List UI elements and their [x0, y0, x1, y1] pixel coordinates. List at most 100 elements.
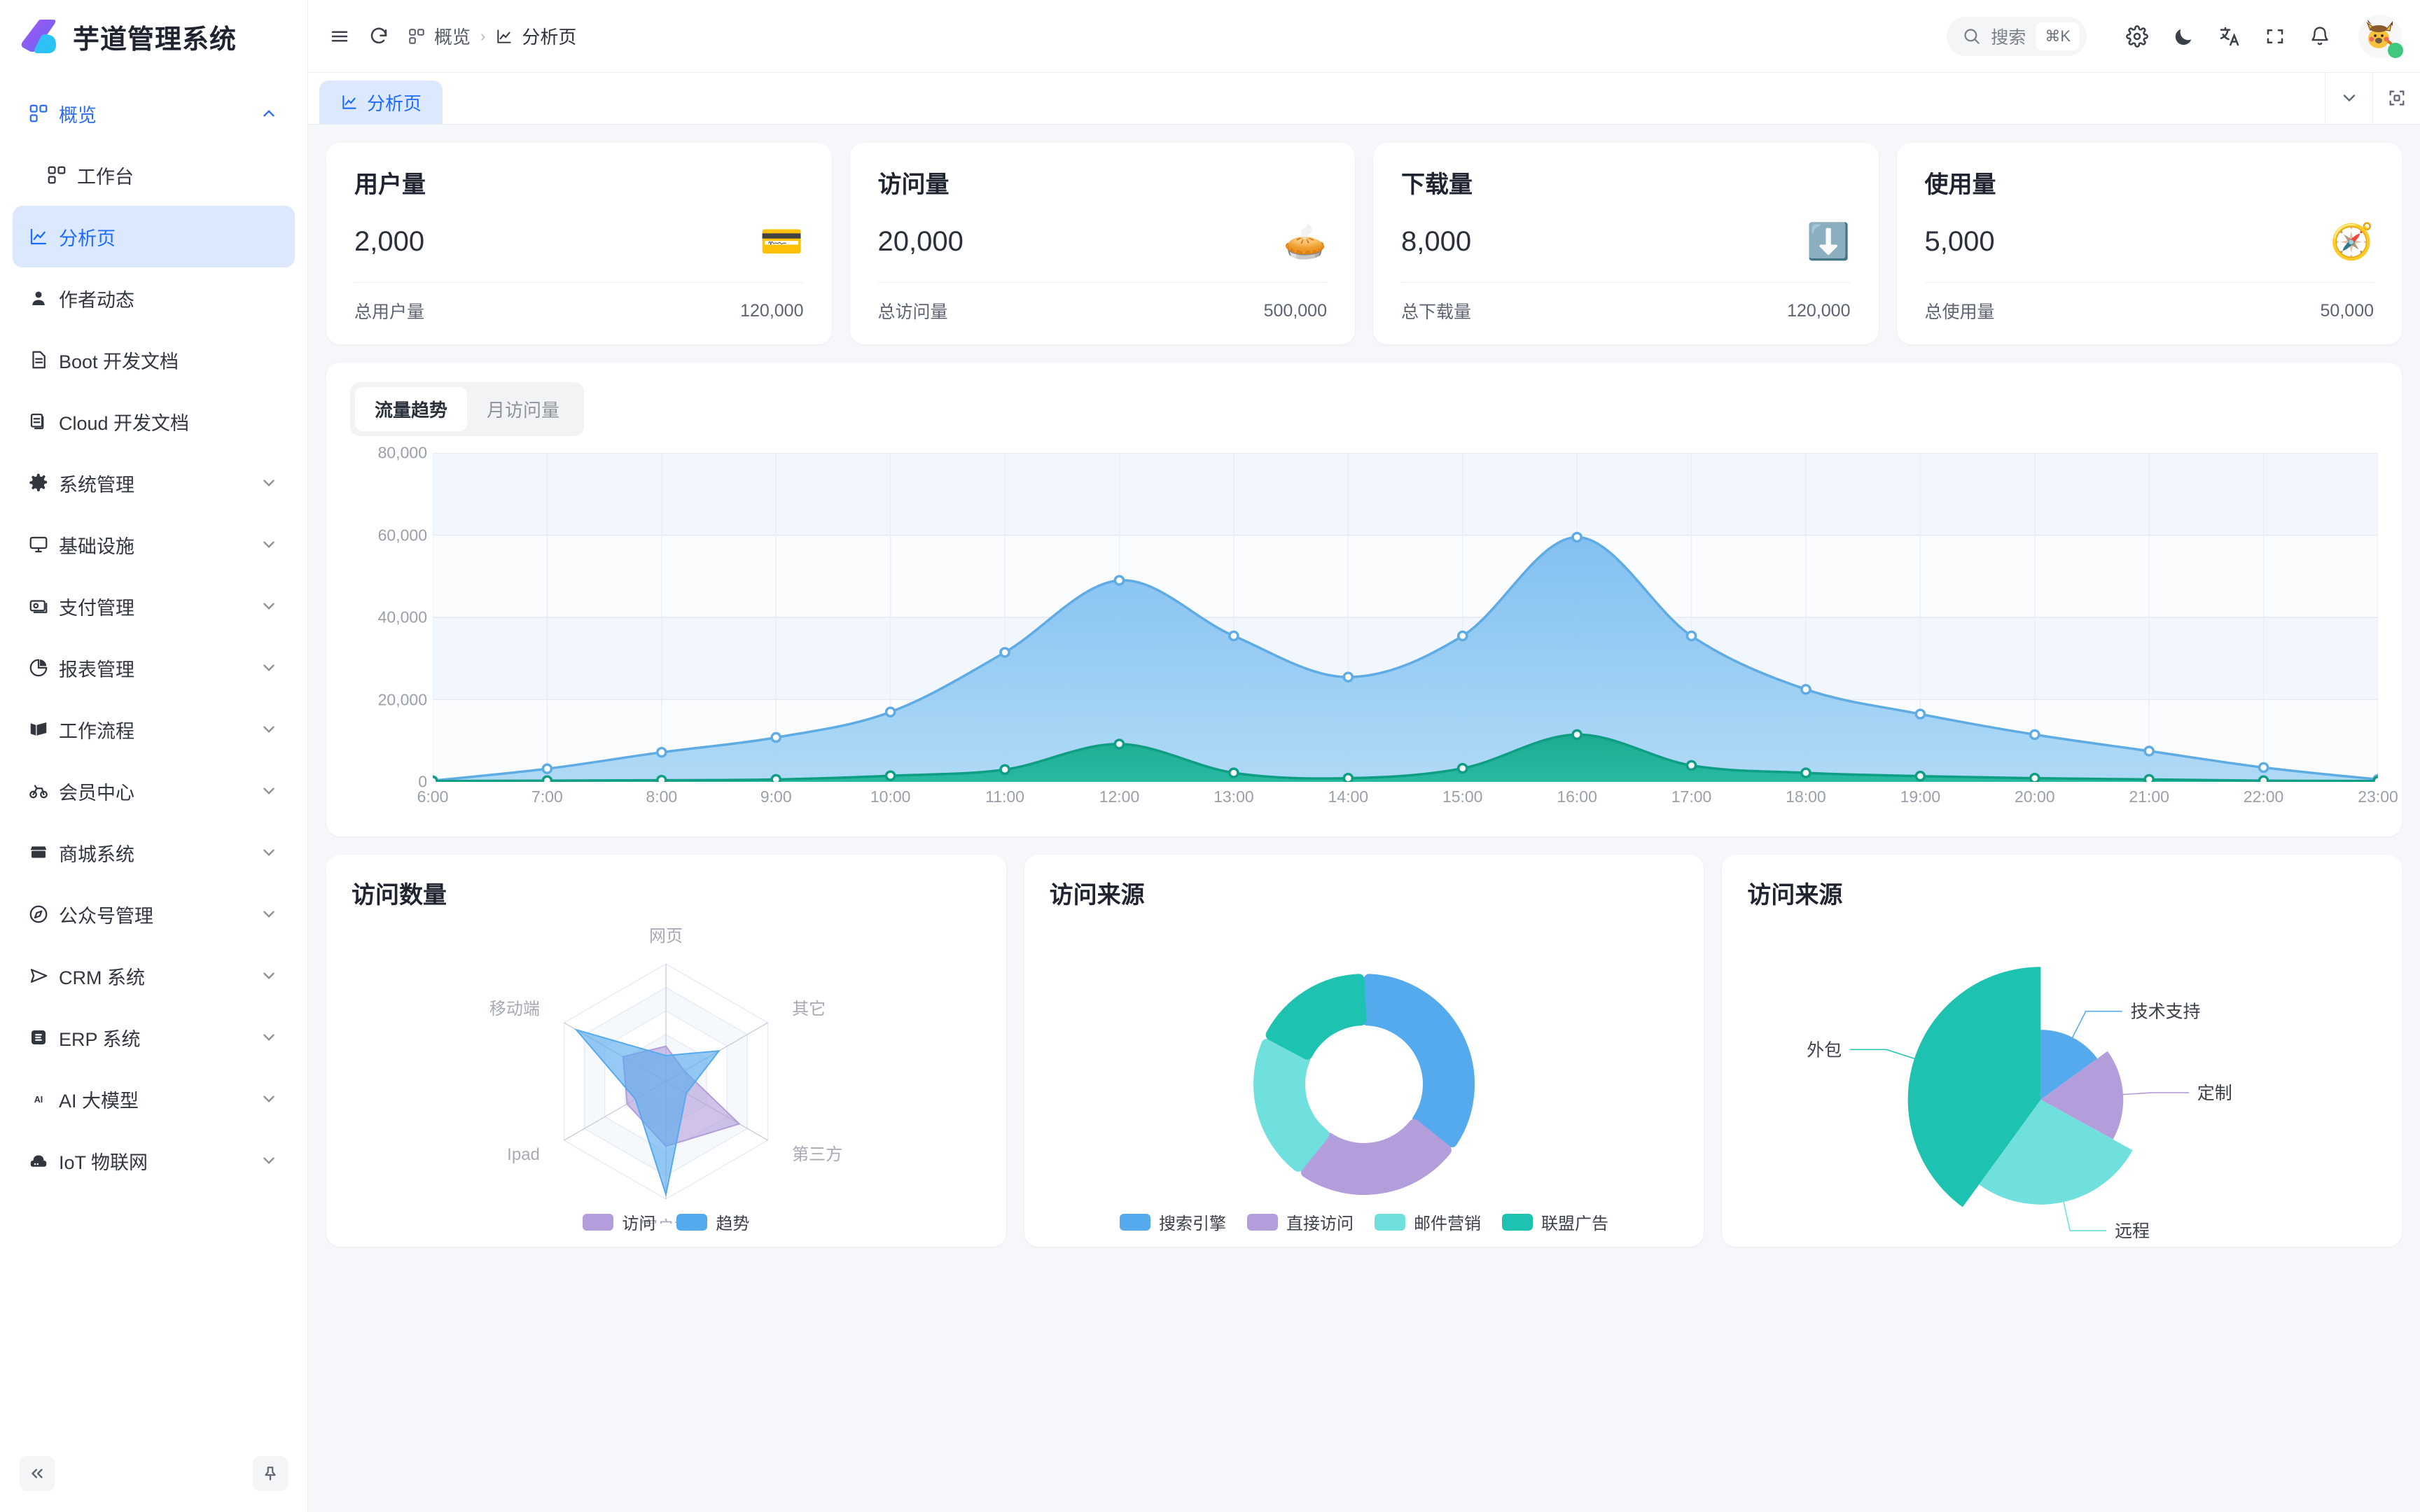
trend-card: 流量趋势 月访问量 0 20,000 40,000 60,000 80,000 6:00…	[326, 363, 2402, 836]
trend-chart: 0 20,000 40,000 60,000 80,000 6:00 7:00 8:00 9:…	[350, 444, 2398, 824]
grid-icon	[28, 103, 59, 124]
sidebar-item-label: 会员中心	[59, 782, 134, 804]
sidebar-item-9[interactable]: 报表管理	[13, 637, 295, 699]
ai-icon: AI	[28, 1088, 59, 1110]
fullscreen-icon[interactable]	[2265, 26, 2286, 47]
tab-analytics[interactable]: 分析页	[319, 80, 443, 124]
avatar[interactable]	[2358, 14, 2403, 58]
sidebar-item-label: 商城系统	[59, 844, 134, 865]
legend-item[interactable]: 联盟广告	[1502, 1210, 1608, 1234]
legend-item[interactable]: 访问	[583, 1210, 655, 1234]
search-shortcut: ⌘K	[2036, 22, 2080, 50]
chevron-down-icon[interactable]	[2325, 72, 2372, 124]
header-tools	[2126, 14, 2403, 58]
expand-content-icon[interactable]	[2372, 72, 2420, 124]
x-tick-label: 12:00	[1099, 788, 1140, 806]
stat-value: 20,000	[877, 225, 964, 257]
x-tick-label: 21:00	[2129, 788, 2169, 806]
trend-tab-flow[interactable]: 流量趋势	[355, 387, 468, 431]
bottom-chart-row: 访问数量 网页其它第三方客户端 Ipad 移动端 访问 趋势 访问来源 搜索引擎 直接访…	[326, 855, 2402, 1247]
sidebar-item-8[interactable]: 支付管理	[13, 575, 295, 637]
sidebar-item-label: 报表管理	[59, 659, 134, 680]
search-input[interactable]: 搜索 ⌘K	[1947, 16, 2087, 56]
stat-value: 8,000	[1401, 225, 1472, 257]
search-icon	[1962, 27, 1981, 46]
x-tick-label: 10:00	[870, 788, 911, 806]
sidebar-item-0[interactable]: 概览	[13, 83, 295, 144]
moon-icon[interactable]	[2172, 25, 2195, 48]
y-tick-label: 80,000	[377, 443, 427, 462]
y-tick-label: 0	[418, 772, 427, 791]
x-tick-label: 17:00	[1671, 788, 1712, 806]
radar-title: 访问数量	[352, 882, 447, 909]
pin-icon[interactable]	[253, 1456, 288, 1491]
donut-title: 访问来源	[1049, 882, 1145, 909]
x-tick-label: 22:00	[2243, 788, 2284, 806]
sidebar-item-1[interactable]: 工作台	[13, 144, 295, 206]
breadcrumb-parent[interactable]: 概览	[408, 23, 471, 49]
sidebar-item-15[interactable]: ERP 系统	[13, 1007, 295, 1068]
translate-icon[interactable]	[2218, 25, 2241, 48]
sidebar-item-2[interactable]: 分析页	[13, 206, 295, 267]
hamburger-icon[interactable]	[329, 26, 350, 47]
sidebar-item-3[interactable]: 作者动态	[13, 267, 295, 329]
trend-tab-monthly[interactable]: 月访问量	[487, 400, 560, 421]
stat-card-3: 使用量 5,000 🧭 总使用量 50,000	[1896, 143, 2402, 344]
sidebar-item-16[interactable]: AI AI 大模型	[13, 1068, 295, 1130]
legend-item[interactable]: 邮件营销	[1375, 1210, 1481, 1234]
brand-logo[interactable]: 芋道管理系统	[0, 0, 307, 73]
rose-chart[interactable]: 技术支持 定制 远程 外包	[1747, 914, 2377, 1243]
stat-foot-value: 50,000	[2320, 300, 2374, 321]
chevrons-left-icon[interactable]	[20, 1456, 55, 1491]
sidebar-item-10[interactable]: 工作流程	[13, 699, 295, 760]
breadcrumb-parent-label: 概览	[434, 27, 471, 48]
legend-item[interactable]: 趋势	[676, 1210, 749, 1234]
x-tick-label: 9:00	[760, 788, 792, 806]
sidebar-item-14[interactable]: CRM 系统	[13, 945, 295, 1007]
breadcrumb: 概览 › 分析页	[408, 23, 576, 49]
documents-icon	[28, 411, 59, 432]
analytics-icon	[495, 27, 513, 46]
trend-plot	[433, 453, 2378, 782]
sidebar-item-label: 概览	[59, 104, 97, 126]
sidebar-item-7[interactable]: 基础设施	[13, 514, 295, 575]
sidebar-item-6[interactable]: 系统管理	[13, 452, 295, 514]
sidebar-item-17[interactable]: IoT 物联网	[13, 1130, 295, 1191]
donut-chart[interactable]	[1050, 923, 1679, 1224]
rose-title: 访问来源	[1747, 882, 1843, 909]
sidebar-item-5[interactable]: Cloud 开发文档	[13, 391, 295, 452]
radar-chart[interactable]: 网页其它第三方客户端 Ipad 移动端	[352, 923, 981, 1224]
sidebar-item-label: 公众号管理	[59, 905, 153, 927]
legend-item[interactable]: 搜索引擎	[1120, 1210, 1226, 1234]
sidebar-item-label: 作者动态	[59, 289, 134, 311]
sidebar-item-4[interactable]: Boot 开发文档	[13, 329, 295, 391]
legend-swatch	[1502, 1213, 1533, 1231]
x-tick-label: 18:00	[1786, 788, 1826, 806]
tabbar-actions	[2325, 72, 2420, 124]
tab-label: 分析页	[367, 92, 422, 114]
legend-swatch	[1375, 1213, 1405, 1231]
sidebar-item-12[interactable]: 商城系统	[13, 822, 295, 883]
sidebar-item-label: 系统管理	[59, 474, 134, 496]
x-tick-label: 20:00	[2014, 788, 2055, 806]
svg-text:其它: 其它	[792, 1000, 826, 1018]
iot-icon	[28, 1150, 59, 1171]
sidebar-item-11[interactable]: 会员中心	[13, 760, 295, 822]
document-icon	[28, 349, 59, 370]
sidebar-item-13[interactable]: 公众号管理	[13, 883, 295, 945]
search-placeholder: 搜索	[1991, 27, 2026, 48]
refresh-icon[interactable]	[368, 26, 389, 47]
payment-icon	[28, 596, 59, 617]
stat-card-0: 用户量 2,000 💳 总用户量 120,000	[326, 143, 832, 344]
bike-icon	[28, 780, 59, 802]
stat-title: 访问量	[877, 172, 950, 198]
sidebar-item-label: Boot 开发文档	[59, 351, 179, 372]
pie-icon: 🥧	[1283, 222, 1327, 261]
bell-icon[interactable]	[2309, 26, 2330, 47]
send-icon	[28, 965, 59, 986]
stat-card-row: 用户量 2,000 💳 总用户量 120,000 访问量 20,000 🥧 总访问量 500,00…	[326, 143, 2402, 344]
gear-icon[interactable]	[2126, 24, 2148, 48]
legend-item[interactable]: 直接访问	[1247, 1210, 1354, 1234]
stat-foot-label: 总访问量	[877, 302, 948, 322]
x-tick-label: 8:00	[646, 788, 678, 806]
